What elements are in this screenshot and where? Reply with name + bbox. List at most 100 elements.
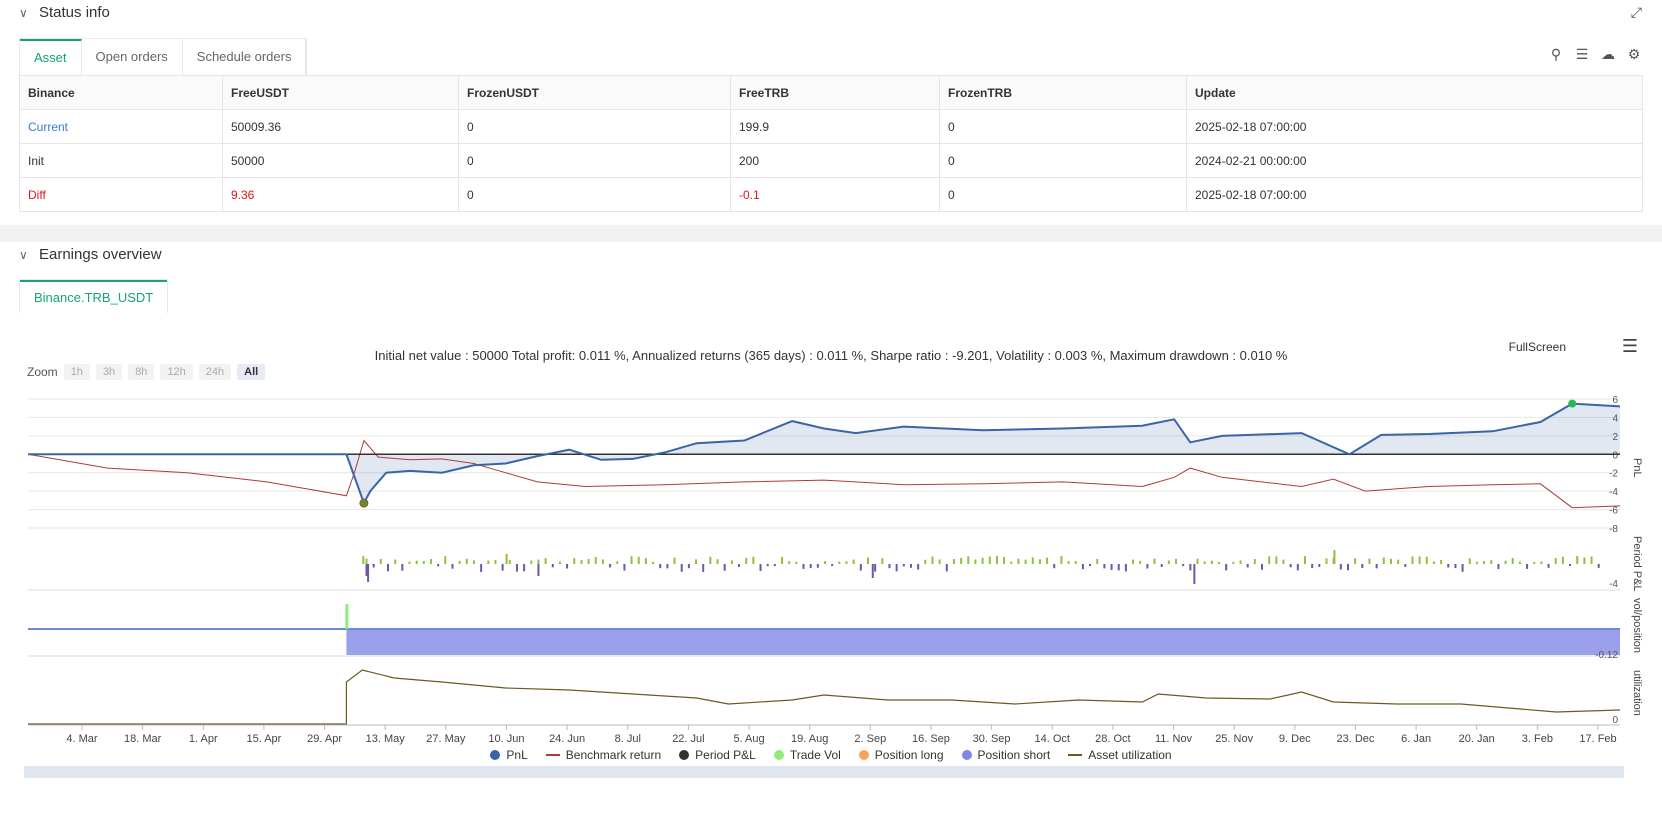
x-tick-label: 11. Nov (1155, 733, 1193, 745)
period-pnl-bar (716, 559, 719, 564)
zoom-all-button[interactable]: All (237, 364, 266, 380)
x-tick-label: 14. Oct (1035, 733, 1070, 745)
zoom-1h-button[interactable]: 1h (63, 364, 90, 380)
cloud-download-icon[interactable]: ☁ (1601, 46, 1615, 62)
period-pnl-bar (558, 561, 561, 564)
x-tick-label: 6. Jan (1401, 733, 1431, 745)
period-pnl-bar (609, 564, 612, 568)
column-header: Binance (19, 75, 223, 110)
period-pnl-bar (1132, 559, 1135, 564)
expand-icon[interactable]: ⤢ (1630, 4, 1642, 20)
period-pnl-bar (1547, 564, 1550, 568)
period-pnl-bar (1089, 564, 1092, 567)
period-pnl-bar (1010, 561, 1013, 564)
tab-schedule-orders[interactable]: Schedule orders (182, 39, 307, 75)
column-header: FrozenTRB (939, 75, 1187, 110)
period-pnl-bar (745, 557, 748, 564)
period-pnl-bar (917, 564, 920, 570)
status-title: Status info (39, 4, 110, 21)
tab-asset[interactable]: Asset (20, 39, 82, 75)
period-pnl-bar (1060, 556, 1063, 564)
tab-open-orders[interactable]: Open orders (81, 39, 183, 75)
table-cell: 0 (939, 177, 1187, 212)
period-pnl-bar (938, 559, 941, 564)
fullscreen-button[interactable]: FullScreen (1508, 340, 1566, 354)
legend-item-position-long[interactable]: Position long (858, 748, 944, 762)
table-cell: 2025-02-18 07:00:00 (1186, 177, 1643, 212)
period-pnl-bar (1003, 557, 1006, 564)
legend-item-benchmark[interactable]: Benchmark return (545, 748, 661, 762)
period-pnl-bar (766, 564, 769, 567)
hamburger-menu-icon[interactable]: ☰ (1621, 336, 1638, 356)
zoom-8h-button[interactable]: 8h (128, 364, 155, 380)
table-row: Init 50000 0 200 0 2024-02-21 00:00:00 (19, 143, 1643, 178)
period-pnl-bar (437, 564, 440, 567)
period-pnl-bar (394, 559, 397, 564)
period-pnl-bar (523, 564, 526, 572)
y-tick-label: -4 (1609, 487, 1618, 498)
period-pnl-bar (429, 559, 432, 564)
row-label-current[interactable]: Current (19, 109, 223, 144)
period-pnl-bar (895, 564, 898, 572)
period-pnl-bar (988, 556, 991, 564)
y-tick-label: -6 (1609, 506, 1618, 517)
x-tick-label: 24. Jun (549, 733, 585, 745)
period-pnl-bar (1518, 561, 1521, 564)
table-cell: 0 (458, 177, 731, 212)
chevron-down-icon[interactable]: ∨ (19, 247, 28, 262)
period-pnl-bar (1511, 558, 1514, 564)
earnings-chart[interactable]: 6 4 2 0 -2 -4 -6 -8 PnL -4 Period P&L -0.12 vol/posi… (0, 242, 1662, 819)
period-pnl-bar (1561, 556, 1564, 564)
y-tick-label: -8 (1609, 524, 1618, 535)
period-pnl-bar (1440, 559, 1443, 564)
legend-item-period-pnl[interactable]: Period P&L (679, 748, 756, 762)
period-pnl-bar (871, 564, 874, 578)
period-pnl-bar (859, 564, 862, 571)
column-header: FreeUSDT (222, 75, 459, 110)
gear-icon[interactable]: ⚙ (1627, 46, 1641, 62)
y-axis-label: Period P&L (1631, 536, 1643, 592)
legend-item-asset-utilization[interactable]: Asset utilization (1068, 748, 1172, 762)
period-pnl-bar (1110, 564, 1113, 570)
legend-item-trade-vol[interactable]: Trade Vol (773, 748, 841, 762)
earnings-header[interactable]: ∨ Earnings overview (19, 246, 162, 263)
period-pnl-bar (365, 558, 368, 564)
legend-item-pnl[interactable]: PnL (490, 748, 528, 762)
period-pnl-bar (494, 560, 497, 564)
period-pnl-bar (505, 554, 508, 564)
period-pnl-bar (1296, 564, 1299, 571)
search-icon[interactable]: ⚲ (1550, 46, 1562, 62)
period-pnl-bar (1167, 560, 1170, 564)
period-pnl-bar (1533, 561, 1536, 564)
period-pnl-bar (379, 558, 382, 564)
period-pnl-bar (809, 564, 812, 569)
x-tick-label: 28. Oct (1095, 733, 1130, 745)
y-tick-label: -2 (1609, 469, 1618, 480)
y-axis-label: PnL (1631, 458, 1643, 478)
list-icon[interactable]: ☰ (1575, 46, 1589, 62)
period-pnl-bar (1067, 561, 1070, 564)
period-pnl-bar (1311, 564, 1314, 569)
legend-item-position-short[interactable]: Position short (961, 748, 1050, 762)
table-cell: 0 (458, 143, 731, 178)
period-pnl-bar (659, 564, 662, 569)
period-pnl-bar (795, 561, 798, 564)
chevron-down-icon[interactable]: ∨ (19, 5, 28, 20)
period-pnl-bar (623, 564, 626, 571)
performance-summary: Initial net value : 50000 Total profit: … (374, 348, 1288, 363)
period-pnl-bar (1232, 561, 1235, 564)
period-pnl-bar (644, 558, 647, 564)
period-pnl-bar (1333, 550, 1336, 564)
period-pnl-bar (1389, 558, 1392, 564)
tab-binance-trb-usdt[interactable]: Binance.TRB_USDT (20, 280, 168, 313)
zoom-12h-button[interactable]: 12h (160, 364, 193, 380)
period-pnl-bar (1074, 560, 1077, 564)
table-cell: 200 (730, 143, 940, 178)
period-pnl-bar (1218, 561, 1221, 564)
period-pnl-bar (1447, 564, 1450, 568)
period-pnl-bar (367, 564, 370, 582)
status-header[interactable]: ∨ Status info (19, 4, 110, 21)
zoom-3h-button[interactable]: 3h (95, 364, 123, 380)
period-pnl-bar (1268, 556, 1271, 564)
zoom-24h-button[interactable]: 24h (198, 364, 232, 380)
